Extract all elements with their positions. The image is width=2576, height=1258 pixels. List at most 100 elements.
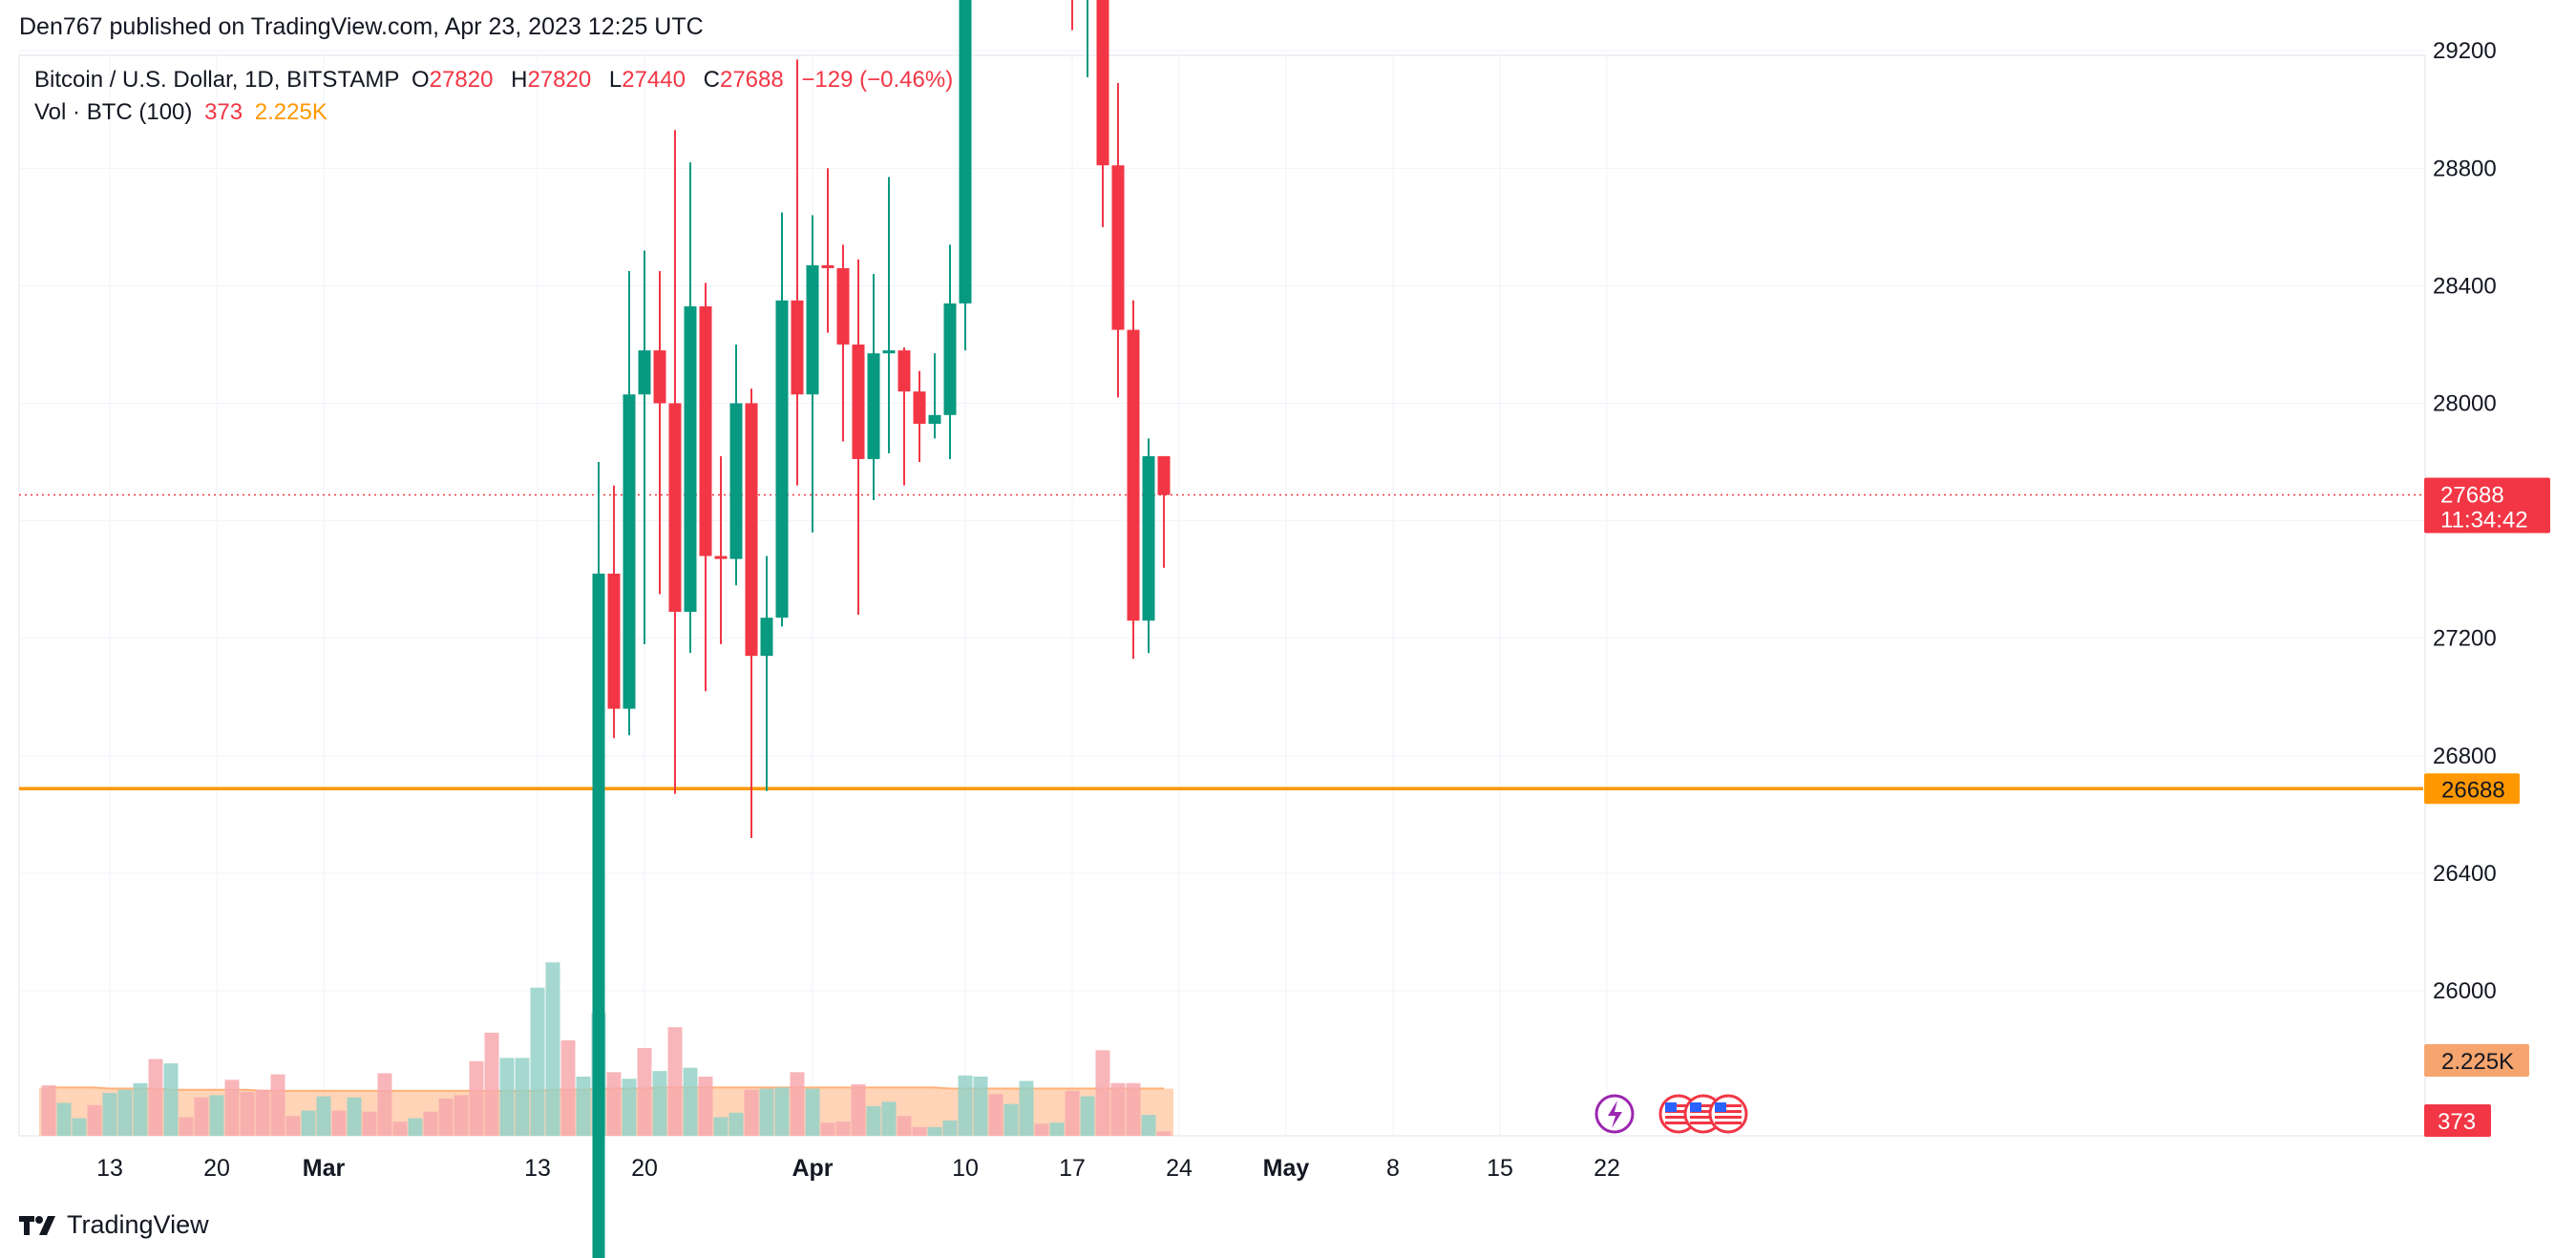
candle-body — [882, 350, 896, 354]
volume-bar — [270, 1074, 285, 1136]
candle-body — [668, 403, 682, 613]
candle-body — [745, 403, 758, 657]
volume-bar — [1065, 1090, 1080, 1136]
candle — [684, 162, 697, 654]
level-badge: 26688 — [2424, 773, 2520, 805]
candle-body — [1111, 165, 1125, 330]
time-tick-label: 13 — [524, 1155, 551, 1182]
volume-bar — [774, 1087, 790, 1136]
time-tick-label: 22 — [1594, 1155, 1620, 1182]
volume-bar — [148, 1059, 163, 1136]
candle-body — [1142, 455, 1155, 621]
volume-bar — [1141, 1115, 1156, 1136]
volume-bar — [698, 1076, 713, 1136]
volume-bar — [835, 1122, 851, 1136]
candle-body — [867, 353, 880, 459]
price-tick-label: 28400 — [2433, 273, 2497, 299]
volume-pane — [39, 962, 1173, 1136]
volume-bar — [316, 1096, 331, 1136]
candle — [897, 347, 911, 486]
volume-bar — [866, 1105, 881, 1136]
grid — [19, 50, 2425, 1136]
volume-bar — [240, 1092, 255, 1136]
volume-bar — [942, 1120, 958, 1136]
candle-body — [852, 344, 865, 459]
volume-bar — [652, 1071, 667, 1136]
volume-bar — [331, 1110, 347, 1136]
flag-stripe — [1715, 1110, 1742, 1113]
volume-bar — [285, 1116, 301, 1136]
flag-stripe — [1665, 1116, 1692, 1119]
candle-body — [1096, 0, 1109, 166]
volume-bar — [423, 1111, 438, 1136]
volume-bar — [851, 1083, 866, 1136]
volume-bar — [515, 1058, 530, 1136]
volume-bar — [576, 1076, 591, 1136]
volume-bar — [1126, 1082, 1141, 1136]
levels — [19, 786, 2423, 791]
flag-canton — [1690, 1102, 1701, 1112]
candle — [867, 274, 880, 501]
volume-bar — [1049, 1122, 1065, 1136]
candles — [592, 0, 1171, 1258]
event-markers — [1594, 1094, 1748, 1134]
time-tick-label: Mar — [303, 1155, 346, 1182]
price-tick-label: 26000 — [2433, 978, 2497, 1004]
candle — [592, 462, 605, 1258]
price-tick-label: 27200 — [2433, 626, 2497, 652]
volume-ma-badge-label: 2.225K — [2441, 1049, 2514, 1075]
volume-label: Vol · BTC (100) — [34, 99, 193, 125]
price-tick-label: 28000 — [2433, 391, 2497, 417]
flag-stripe — [1715, 1116, 1742, 1119]
candle — [623, 271, 636, 736]
candle-body — [623, 394, 636, 709]
volume-bar — [1110, 1082, 1126, 1136]
volume-bar — [209, 1095, 224, 1136]
volume-badges: 2.225K 373 — [2424, 1044, 2529, 1137]
candle — [607, 485, 621, 739]
candle — [775, 212, 789, 627]
candle — [1127, 300, 1140, 660]
candle-body — [1127, 329, 1140, 621]
plot-frame — [18, 54, 2426, 1137]
low-value: 27440 — [622, 67, 686, 93]
tradingview-brand[interactable]: TradingView — [19, 1210, 209, 1240]
flag-stripe — [1715, 1104, 1742, 1107]
volume-bar — [744, 1089, 759, 1136]
candle — [821, 168, 834, 333]
volume-ma-badge-bg — [2424, 1044, 2529, 1077]
volume-bar — [713, 1117, 728, 1136]
candle-body — [699, 305, 712, 556]
volume-bar — [224, 1080, 240, 1136]
volume-bar — [56, 1102, 72, 1136]
price-tick-label: 29200 — [2433, 38, 2497, 64]
candle-body — [943, 303, 957, 415]
candle — [1157, 455, 1171, 568]
time-tick-label: 20 — [631, 1155, 658, 1182]
volume-bar — [728, 1112, 744, 1136]
volume-bar — [683, 1067, 698, 1136]
high-label: H — [511, 67, 528, 93]
candle-body — [607, 573, 621, 709]
volume-legend: Vol · BTC (100) 373 2.225K — [34, 99, 333, 126]
volume-bar — [499, 1058, 515, 1136]
candle-body — [684, 305, 697, 613]
volume-bar — [759, 1088, 774, 1136]
volume-bar — [973, 1076, 988, 1136]
candle — [882, 177, 896, 453]
price-tick-label: 26400 — [2433, 861, 2497, 887]
price-tick-label: 28800 — [2433, 156, 2497, 181]
tradingview-logo-icon — [19, 1215, 55, 1235]
candle-body — [775, 300, 789, 619]
volume-bar — [301, 1110, 316, 1136]
published-header: Den767 published on TradingView.com, Apr… — [19, 13, 704, 40]
candle-body — [653, 350, 666, 404]
volume-bar — [194, 1097, 209, 1136]
time-tick-label: 13 — [96, 1155, 123, 1182]
candle-body — [638, 350, 651, 395]
price-tick-label: 26800 — [2433, 744, 2497, 769]
volume-bar — [545, 962, 560, 1136]
flag-canton — [1715, 1102, 1726, 1112]
time-tick-label: Apr — [792, 1155, 833, 1182]
